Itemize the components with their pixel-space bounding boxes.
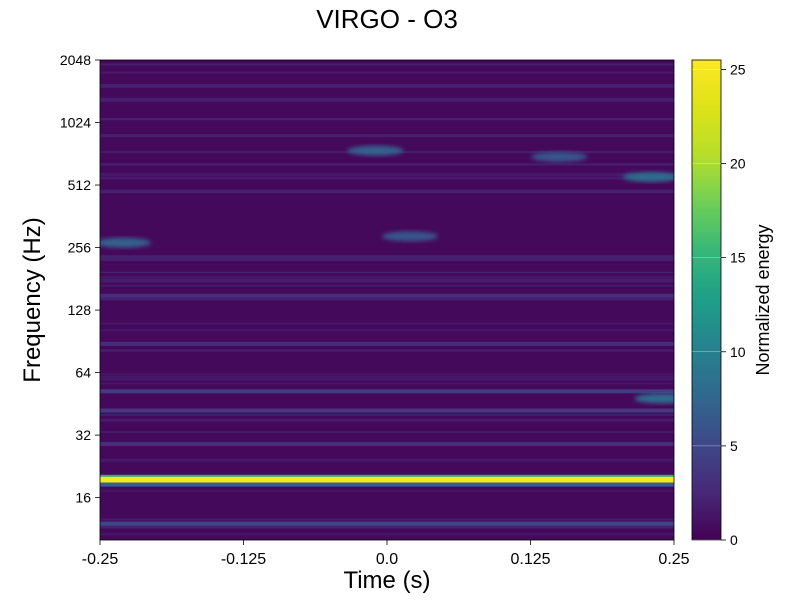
heatmap-line bbox=[100, 476, 674, 483]
colorbar-tick-label: 20 bbox=[730, 156, 746, 172]
heatmap-texture bbox=[100, 134, 674, 138]
heatmap-line bbox=[100, 293, 674, 298]
heatmap-texture bbox=[100, 329, 674, 332]
heatmap-texture bbox=[100, 279, 674, 283]
heatmap-texture bbox=[100, 99, 674, 101]
x-tick-label: 0.25 bbox=[658, 551, 689, 568]
y-tick-label: 16 bbox=[75, 490, 91, 506]
x-tick-label: 0.125 bbox=[510, 551, 550, 568]
x-tick-label: 0.0 bbox=[376, 551, 398, 568]
y-axis-label: Frequency (Hz) bbox=[19, 217, 46, 382]
y-tick-label: 32 bbox=[75, 427, 91, 443]
heatmap-texture bbox=[100, 118, 674, 121]
heatmap-line bbox=[100, 255, 674, 260]
heatmap-blob bbox=[623, 171, 674, 182]
y-tick-label: 64 bbox=[75, 365, 91, 381]
colorbar-label: Normalized energy bbox=[753, 224, 773, 375]
colorbar-tick-label: 15 bbox=[730, 250, 746, 266]
heatmap-texture bbox=[100, 418, 674, 422]
heatmap-line bbox=[100, 482, 674, 487]
colorbar bbox=[691, 59, 722, 541]
y-tick-label: 256 bbox=[68, 240, 92, 256]
colorbar-tick-label: 25 bbox=[730, 61, 746, 77]
heatmap-texture bbox=[100, 298, 674, 301]
heatmap-line bbox=[100, 408, 674, 413]
heatmap-texture bbox=[100, 71, 674, 74]
chart-title: VIRGO - O3 bbox=[316, 4, 458, 34]
heatmap-texture bbox=[100, 382, 674, 385]
heatmap-blob bbox=[100, 237, 151, 248]
heatmap-line bbox=[100, 521, 674, 526]
heatmap-texture bbox=[100, 276, 674, 279]
heatmap-texture bbox=[100, 163, 674, 166]
x-axis-label: Time (s) bbox=[343, 567, 430, 594]
heatmap-texture bbox=[100, 518, 674, 521]
heatmap-texture bbox=[100, 524, 674, 529]
colorbar-tick-label: 0 bbox=[730, 532, 738, 548]
heatmap-texture bbox=[100, 375, 674, 377]
heatmap-texture bbox=[100, 458, 674, 463]
heatmap-blob bbox=[531, 151, 588, 162]
heatmap-blob bbox=[347, 145, 404, 156]
heatmap-texture bbox=[100, 257, 674, 261]
heatmap-line bbox=[100, 389, 674, 394]
heatmap-texture bbox=[100, 322, 674, 325]
y-tick-label: 512 bbox=[68, 177, 92, 193]
heatmap-texture bbox=[100, 373, 674, 375]
heatmap-texture bbox=[100, 189, 674, 194]
heatmap-texture bbox=[100, 177, 674, 180]
heatmap-line bbox=[100, 341, 674, 346]
x-tick-label: -0.25 bbox=[82, 551, 119, 568]
heatmap-texture bbox=[100, 84, 674, 88]
heatmap-texture bbox=[100, 413, 674, 416]
heatmap-line bbox=[100, 441, 674, 446]
heatmap-texture bbox=[100, 271, 674, 273]
colorbar-tick-label: 5 bbox=[730, 438, 738, 454]
y-axis-ticks: 16 32 64 128 256 512 1024 2048 bbox=[60, 52, 100, 506]
x-tick-label: -0.125 bbox=[221, 551, 266, 568]
y-tick-label: 128 bbox=[68, 302, 92, 318]
y-tick-label: 1024 bbox=[60, 115, 91, 131]
heatmap-texture bbox=[100, 63, 674, 66]
colorbar-ticks: 0 5 10 15 20 25 bbox=[692, 61, 746, 548]
spectrogram-heatmap bbox=[100, 60, 674, 540]
heatmap-texture bbox=[100, 490, 674, 492]
x-axis-ticks: -0.25 -0.125 0.0 0.125 0.25 bbox=[82, 540, 690, 568]
heatmap-blob bbox=[381, 231, 438, 242]
heatmap-texture bbox=[100, 349, 674, 352]
heatmap-blob bbox=[634, 393, 674, 404]
heatmap-texture bbox=[100, 533, 674, 536]
y-tick-label: 2048 bbox=[60, 52, 91, 68]
heatmap-texture bbox=[100, 173, 674, 177]
heatmap-texture bbox=[100, 285, 674, 287]
heatmap-texture bbox=[100, 431, 674, 434]
colorbar-tick-label: 10 bbox=[730, 344, 746, 360]
heatmap-texture bbox=[100, 377, 674, 381]
